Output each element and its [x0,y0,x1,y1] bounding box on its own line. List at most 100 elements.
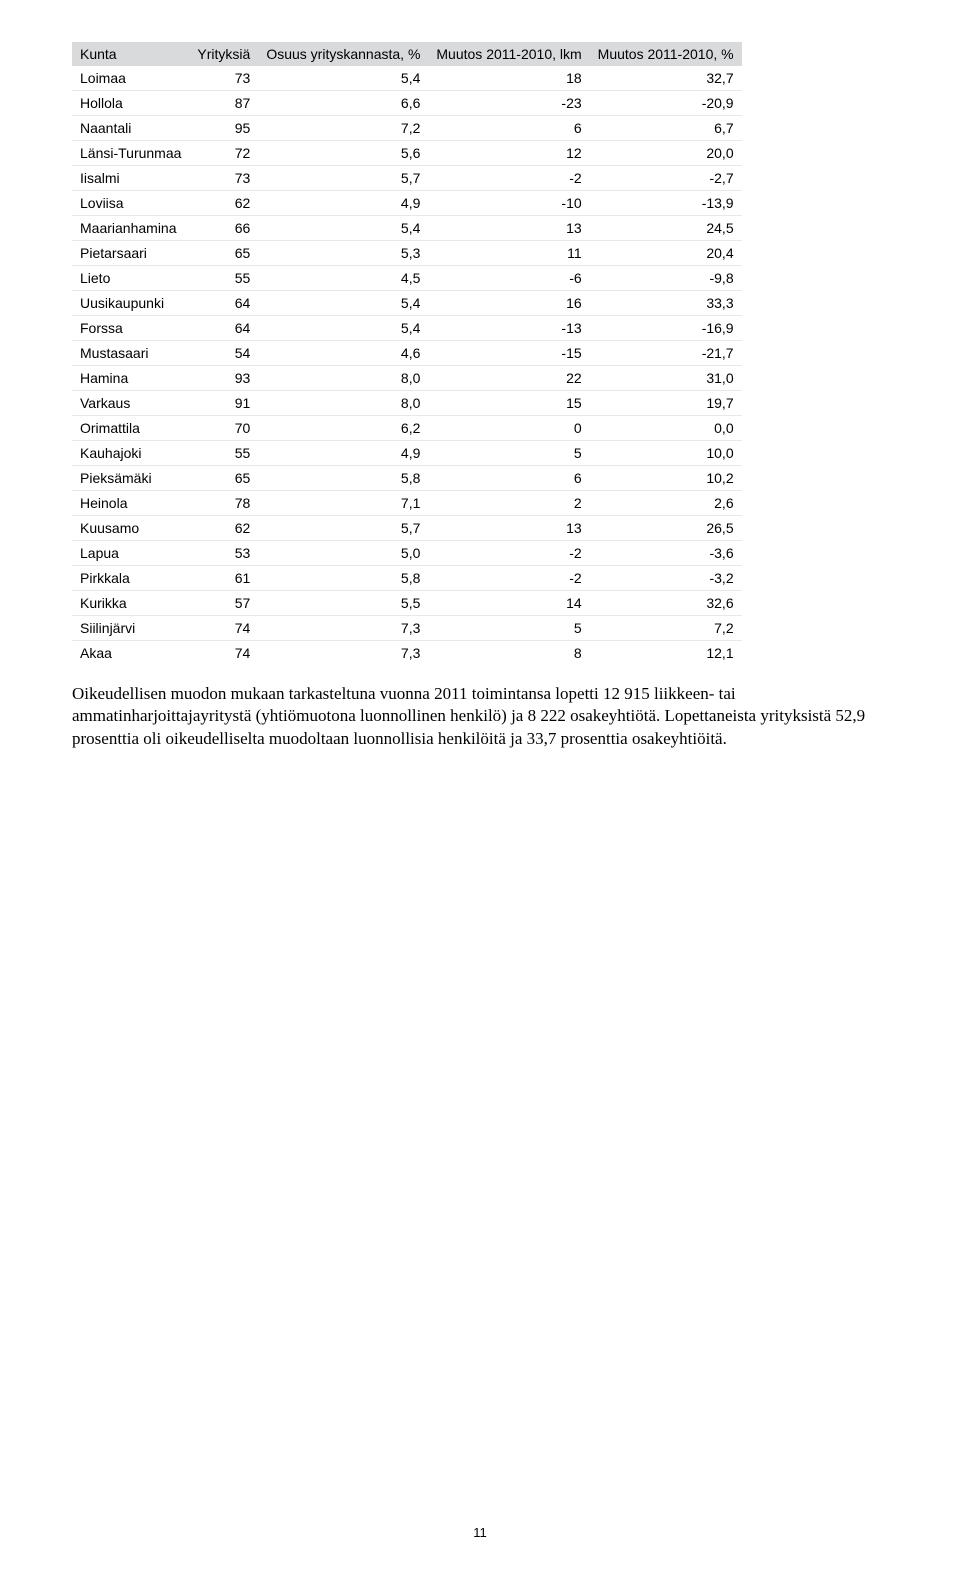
cell: 57 [189,591,258,616]
cell: 8,0 [258,366,428,391]
cell: 22 [428,366,589,391]
cell: Kauhajoki [72,441,189,466]
table-row: Maarianhamina665,41324,5 [72,216,742,241]
cell: 6 [428,466,589,491]
cell: Kuusamo [72,516,189,541]
cell: 5,5 [258,591,428,616]
cell: 65 [189,241,258,266]
cell: 55 [189,266,258,291]
cell: 74 [189,616,258,641]
cell: 6,7 [590,116,742,141]
table-body: Loimaa735,41832,7Hollola876,6-23-20,9Naa… [72,66,742,665]
cell: -15 [428,341,589,366]
col-header-muutos-lkm: Muutos 2011-2010, lkm [428,42,589,66]
cell: -16,9 [590,316,742,341]
cell: 5,4 [258,316,428,341]
cell: 5,4 [258,216,428,241]
cell: Loviisa [72,191,189,216]
col-header-osuus: Osuus yrityskannasta, % [258,42,428,66]
cell: 4,9 [258,441,428,466]
cell: 95 [189,116,258,141]
cell: Pieksämäki [72,466,189,491]
cell: Lieto [72,266,189,291]
cell: Kurikka [72,591,189,616]
table-row: Akaa747,3812,1 [72,641,742,666]
cell: 8,0 [258,391,428,416]
cell: 15 [428,391,589,416]
table-row: Lapua535,0-2-3,6 [72,541,742,566]
cell: -10 [428,191,589,216]
cell: 73 [189,66,258,91]
cell: 32,7 [590,66,742,91]
cell: 70 [189,416,258,441]
cell: 87 [189,91,258,116]
table-row: Länsi-Turunmaa725,61220,0 [72,141,742,166]
table-row: Lieto554,5-6-9,8 [72,266,742,291]
cell: -2 [428,541,589,566]
cell: 10,0 [590,441,742,466]
cell: 5 [428,616,589,641]
cell: 2,6 [590,491,742,516]
cell: 5,8 [258,466,428,491]
cell: 54 [189,341,258,366]
cell: Uusikaupunki [72,291,189,316]
cell: -13,9 [590,191,742,216]
cell: 4,5 [258,266,428,291]
col-header-muutos-pct: Muutos 2011-2010, % [590,42,742,66]
cell: 14 [428,591,589,616]
cell: -9,8 [590,266,742,291]
cell: 18 [428,66,589,91]
cell: 32,6 [590,591,742,616]
cell: Akaa [72,641,189,666]
cell: 20,4 [590,241,742,266]
cell: 7,3 [258,616,428,641]
cell: 5,0 [258,541,428,566]
page-number: 11 [0,1525,960,1540]
cell: 6,6 [258,91,428,116]
cell: 5,6 [258,141,428,166]
cell: Maarianhamina [72,216,189,241]
cell: 33,3 [590,291,742,316]
cell: 61 [189,566,258,591]
cell: -2 [428,566,589,591]
cell: Forssa [72,316,189,341]
cell: 74 [189,641,258,666]
cell: 0,0 [590,416,742,441]
data-table: Kunta Yrityksiä Osuus yrityskannasta, % … [72,42,742,665]
cell: 5,3 [258,241,428,266]
cell: 78 [189,491,258,516]
table-row: Hollola876,6-23-20,9 [72,91,742,116]
table-row: Pietarsaari655,31120,4 [72,241,742,266]
cell: 91 [189,391,258,416]
cell: 13 [428,216,589,241]
cell: 10,2 [590,466,742,491]
cell: 7,1 [258,491,428,516]
cell: 20,0 [590,141,742,166]
table-row: Kuusamo625,71326,5 [72,516,742,541]
cell: 64 [189,291,258,316]
cell: Heinola [72,491,189,516]
cell: Iisalmi [72,166,189,191]
cell: 5,8 [258,566,428,591]
cell: Mustasaari [72,341,189,366]
cell: 5,7 [258,516,428,541]
cell: 55 [189,441,258,466]
cell: 5 [428,441,589,466]
cell: 6,2 [258,416,428,441]
cell: Lapua [72,541,189,566]
cell: -6 [428,266,589,291]
cell: Loimaa [72,66,189,91]
cell: 26,5 [590,516,742,541]
cell: -3,6 [590,541,742,566]
cell: -2 [428,166,589,191]
table-row: Varkaus918,01519,7 [72,391,742,416]
table-header-row: Kunta Yrityksiä Osuus yrityskannasta, % … [72,42,742,66]
cell: 7,2 [258,116,428,141]
table-row: Heinola787,122,6 [72,491,742,516]
cell: 4,6 [258,341,428,366]
table-row: Pirkkala615,8-2-3,2 [72,566,742,591]
cell: Varkaus [72,391,189,416]
cell: Länsi-Turunmaa [72,141,189,166]
cell: 66 [189,216,258,241]
table-row: Uusikaupunki645,41633,3 [72,291,742,316]
